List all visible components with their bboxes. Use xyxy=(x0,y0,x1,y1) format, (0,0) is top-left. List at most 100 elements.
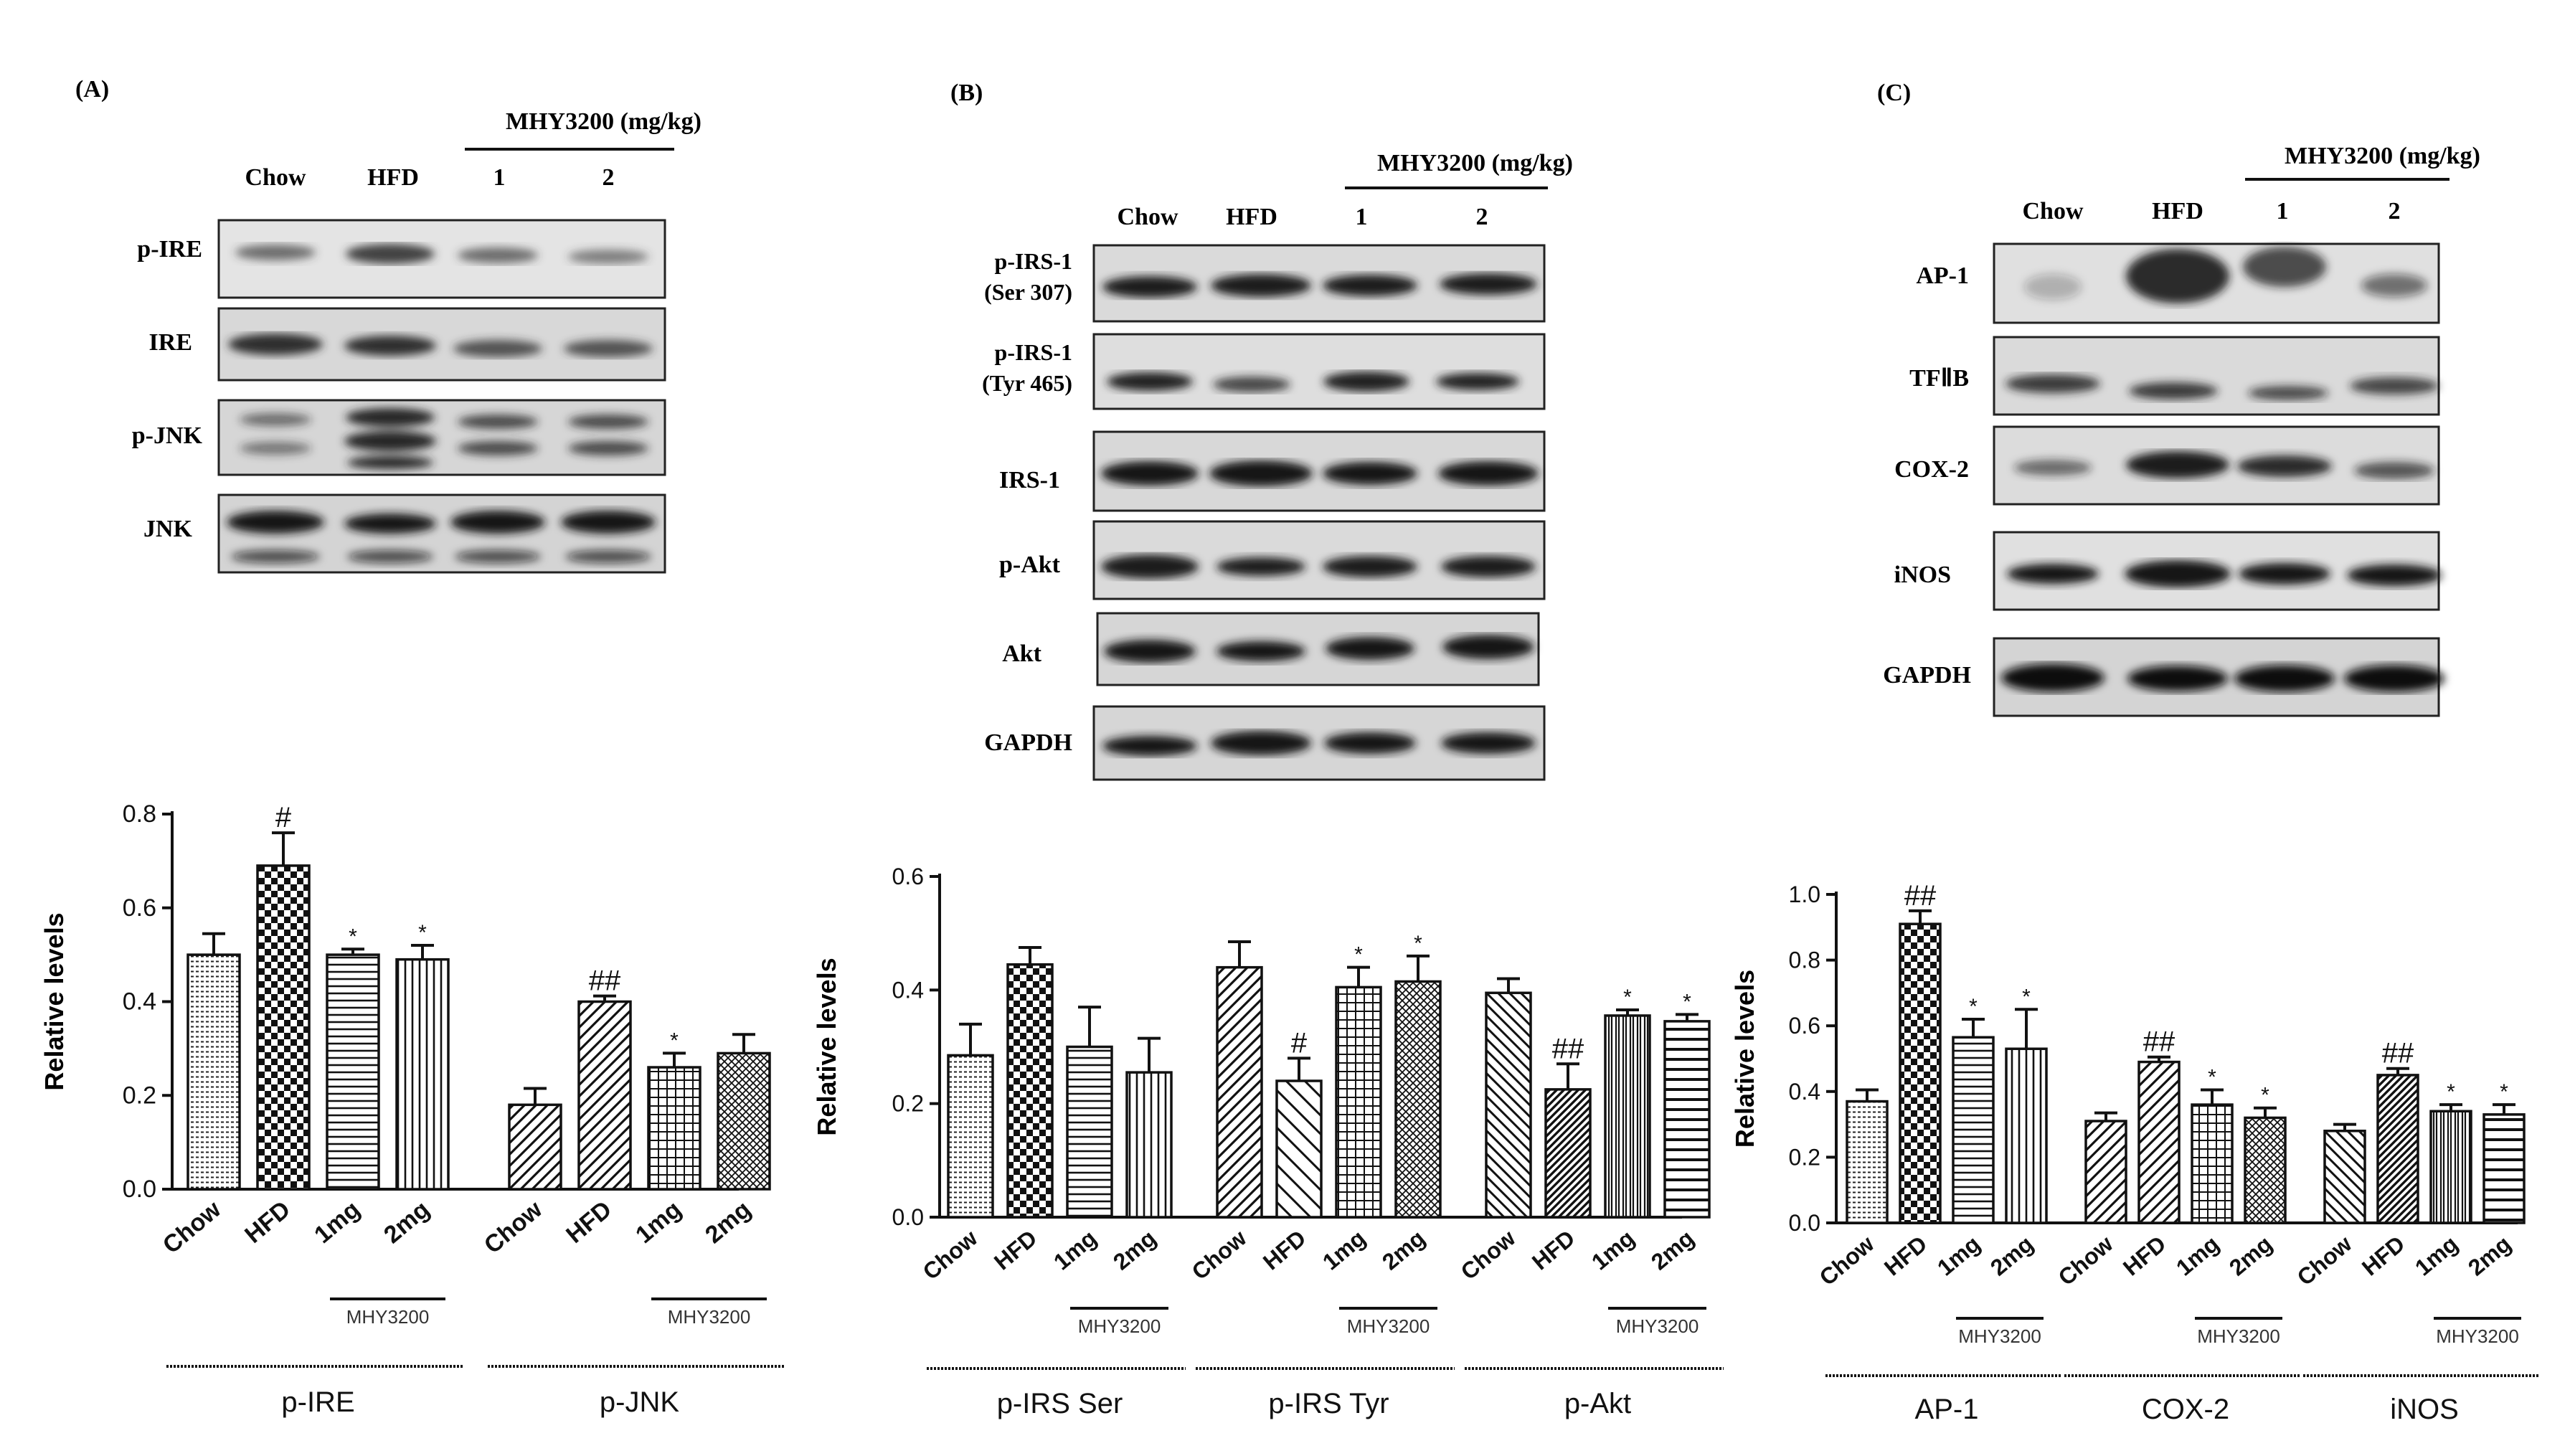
y-axis-label: Relative levels xyxy=(39,912,69,1090)
y-tick-label: 0.6 xyxy=(123,894,156,922)
bar xyxy=(1899,922,1942,1224)
bar xyxy=(1275,1079,1323,1219)
group-name: p-Akt xyxy=(1564,1388,1631,1419)
treatment-label: MHY3200 xyxy=(2197,1325,2280,1347)
significance-mark: * xyxy=(349,925,357,948)
y-tick-label: 0.2 xyxy=(1789,1144,1820,1170)
blot-strip xyxy=(1993,425,2440,506)
bar xyxy=(1952,1036,1995,1224)
blot-label: iNOS xyxy=(1894,562,1951,588)
bar xyxy=(2084,1120,2127,1224)
significance-mark: # xyxy=(275,802,292,833)
bar xyxy=(2323,1130,2366,1224)
blot-label: COX-2 xyxy=(1894,456,1969,483)
bar xyxy=(717,1051,771,1191)
y-tick-label: 0.4 xyxy=(1789,1079,1820,1105)
category-label: 1mg xyxy=(309,1196,365,1249)
panel-label: (C) xyxy=(1877,80,1911,106)
significance-mark: * xyxy=(2022,985,2031,1008)
significance-mark: * xyxy=(2500,1080,2508,1104)
significance-mark: ## xyxy=(2143,1026,2175,1058)
category-label: HFD xyxy=(989,1225,1042,1275)
category-label: 1mg xyxy=(1049,1225,1102,1275)
significance-mark: * xyxy=(2447,1080,2455,1104)
category-label: 1mg xyxy=(1318,1225,1371,1275)
lane-label: Chow xyxy=(245,164,306,191)
significance-mark: ## xyxy=(589,965,621,997)
blot-label: TFⅡB xyxy=(1909,365,1969,392)
lane-label: HFD xyxy=(367,164,419,191)
bar xyxy=(1066,1045,1113,1219)
category-label: 2mg xyxy=(1108,1225,1161,1275)
bar xyxy=(2429,1110,2472,1224)
blot-label: GAPDH xyxy=(1883,662,1971,689)
treatment-header: MHY3200 (mg/kg) xyxy=(2285,143,2480,169)
bar xyxy=(577,1000,632,1191)
y-tick-label: 0.6 xyxy=(892,864,924,889)
category-label: Chow xyxy=(1187,1225,1252,1285)
category-label: 2mg xyxy=(379,1196,435,1249)
blot-label: Akt xyxy=(1002,640,1041,667)
significance-mark: * xyxy=(1683,990,1691,1013)
category-label: 2mg xyxy=(1985,1231,2038,1281)
blot-strip xyxy=(217,399,666,476)
category-label: Chow xyxy=(479,1196,548,1259)
y-axis-label: Relative levels xyxy=(1730,970,1759,1148)
treatment-label: MHY3200 xyxy=(346,1306,430,1328)
significance-mark: * xyxy=(670,1029,679,1052)
group-name: iNOS xyxy=(2390,1394,2459,1425)
panel-label: (B) xyxy=(950,80,983,106)
group-name: AP-1 xyxy=(1915,1394,1979,1425)
bar xyxy=(2005,1047,2048,1224)
category-label: HFD xyxy=(1258,1225,1311,1275)
y-tick-label: 0.6 xyxy=(1789,1013,1820,1039)
treatment-header: MHY3200 (mg/kg) xyxy=(1377,150,1573,176)
lane-label: 2 xyxy=(1476,204,1488,230)
blot-label: p-IRS-1 xyxy=(995,339,1072,365)
blot-strip xyxy=(1092,520,1546,600)
y-tick-label: 0.2 xyxy=(892,1091,924,1117)
blot-strip xyxy=(1096,612,1540,686)
category-label: 1mg xyxy=(630,1196,686,1249)
bar xyxy=(2376,1074,2419,1224)
category-label: 1mg xyxy=(1587,1225,1640,1275)
lane-label: 1 xyxy=(2277,198,2289,224)
bar xyxy=(2137,1060,2181,1224)
group-name: p-JNK xyxy=(600,1386,679,1418)
category-label: HFD xyxy=(1879,1231,1932,1281)
blot-strip xyxy=(217,219,666,299)
group-name: p-IRS Tyr xyxy=(1268,1388,1389,1419)
significance-mark: * xyxy=(418,921,427,945)
y-tick-label: 0.0 xyxy=(892,1204,924,1230)
y-tick-label: 0.4 xyxy=(892,977,924,1003)
bar xyxy=(2482,1113,2526,1224)
blot-label: (Tyr 465) xyxy=(982,370,1072,396)
group-name: p-IRS Ser xyxy=(997,1388,1123,1419)
treatment-label: MHY3200 xyxy=(1078,1315,1161,1337)
bar xyxy=(326,953,380,1191)
category-label: Chow xyxy=(1456,1225,1521,1285)
bar xyxy=(186,953,241,1191)
category-label: Chow xyxy=(918,1225,983,1285)
blot-strip xyxy=(217,307,666,382)
category-label: HFD xyxy=(240,1196,296,1249)
group-name: COX-2 xyxy=(2142,1394,2229,1425)
blot-label: p-JNK xyxy=(132,422,203,449)
significance-mark: # xyxy=(1291,1027,1308,1059)
bar xyxy=(1394,980,1442,1219)
chart-c: 0.0 0.2 0.4 0.6 0.8 1.0 Relative levels Chow ## H… xyxy=(1730,880,2538,1425)
lane-label: 1 xyxy=(1356,204,1368,230)
category-label: 2mg xyxy=(700,1196,756,1249)
blot-strip xyxy=(1092,244,1546,323)
category-label: HFD xyxy=(2118,1231,2171,1281)
blot-strip xyxy=(1092,333,1546,410)
y-tick-label: 0.8 xyxy=(123,800,156,828)
panel-c-blot: (C) MHY3200 (mg/kg) Chow HFD 1 2 AP-1 TF… xyxy=(1877,80,2480,717)
lane-label: 2 xyxy=(2389,198,2401,224)
panel-label: (A) xyxy=(75,76,109,103)
blot-label: IRE xyxy=(149,329,192,356)
significance-mark: * xyxy=(2261,1084,2269,1107)
blot-strip xyxy=(1092,705,1546,781)
treatment-label: MHY3200 xyxy=(1347,1315,1430,1337)
